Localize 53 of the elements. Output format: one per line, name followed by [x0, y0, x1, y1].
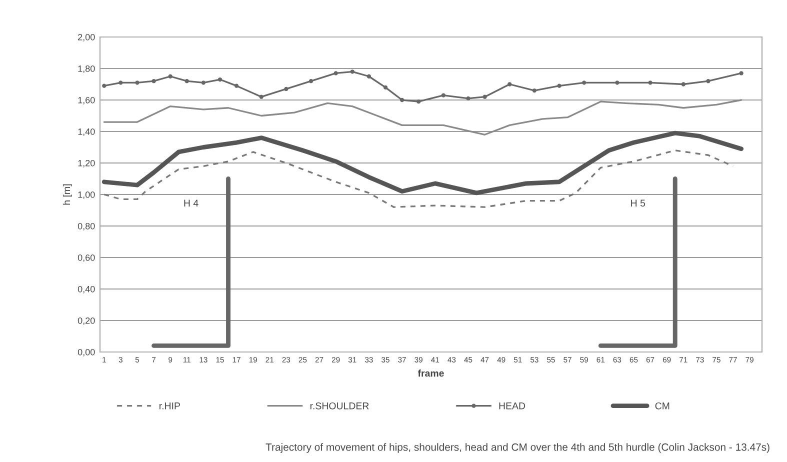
y-tick-label: 0,20 — [78, 317, 95, 325]
line-series — [102, 130, 744, 196]
point — [201, 80, 206, 85]
point — [466, 96, 470, 101]
point — [152, 79, 156, 84]
y-tick-label: 1,40 — [78, 128, 95, 136]
legend-label: r.SHOULDER — [310, 402, 369, 410]
point — [334, 71, 338, 76]
point — [102, 84, 106, 88]
point — [400, 98, 404, 102]
point — [532, 88, 537, 93]
point — [259, 94, 264, 99]
annotation: H 5 — [631, 200, 646, 207]
point — [508, 82, 512, 86]
y-tick-label: 1,20 — [78, 160, 95, 168]
point — [218, 77, 222, 82]
y-tick-label: 0,60 — [78, 254, 95, 262]
point — [118, 80, 123, 85]
y-tick-label: 0,40 — [78, 286, 95, 294]
y-axis-title: h [m] — [62, 184, 72, 205]
point — [366, 74, 372, 78]
point — [557, 84, 562, 88]
point — [681, 82, 686, 86]
point — [135, 80, 140, 85]
point — [582, 80, 586, 85]
point — [184, 79, 189, 84]
legend-label: HEAD — [499, 402, 526, 410]
text: Trajectory of movement of hips, shoulders, head and CM over the 4th and 5th hurdle (Colin Jackson - 13.47s) — [266, 443, 770, 453]
point — [383, 85, 388, 90]
point — [482, 94, 487, 99]
point — [615, 80, 620, 85]
point — [416, 99, 421, 104]
y-tick-label: 1,60 — [78, 96, 95, 104]
x-axis-title: frame — [418, 370, 444, 377]
point — [706, 79, 710, 84]
point — [350, 70, 354, 74]
y-tick-label: 1,80 — [78, 65, 95, 73]
point — [441, 93, 446, 98]
point — [308, 79, 314, 84]
point — [739, 71, 744, 76]
y-tick-label: 0,00 — [78, 348, 95, 356]
point — [168, 74, 172, 78]
y-tick-label: 1,00 — [78, 191, 95, 199]
point — [284, 86, 288, 92]
line-series — [103, 99, 742, 136]
annotation: H 4 — [184, 200, 198, 206]
line-series — [103, 150, 734, 208]
point — [234, 84, 239, 88]
legend-label: CM — [655, 402, 670, 410]
legend-label: r.HIP — [160, 402, 180, 410]
y-tick-label: 2,00 — [78, 34, 95, 42]
y-tick-label: 0,80 — [78, 222, 95, 230]
point — [648, 80, 652, 85]
